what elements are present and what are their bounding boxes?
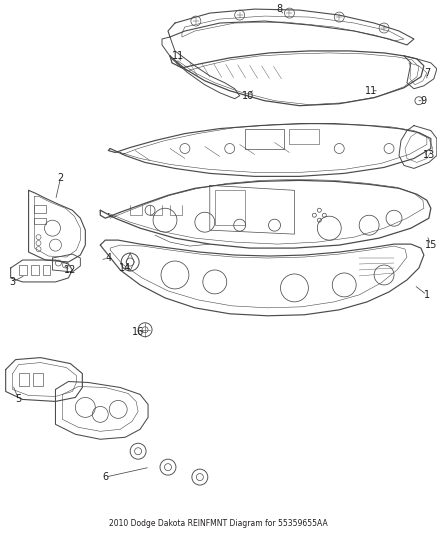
Text: 11: 11 xyxy=(172,51,184,61)
Bar xyxy=(34,218,46,224)
Text: 13: 13 xyxy=(423,150,435,160)
Bar xyxy=(42,265,50,275)
Bar xyxy=(215,190,245,225)
Bar xyxy=(34,205,46,213)
Text: 3: 3 xyxy=(10,277,16,287)
Bar xyxy=(290,128,319,143)
Text: 10: 10 xyxy=(241,91,254,101)
Text: 14: 14 xyxy=(119,263,131,273)
Bar xyxy=(19,373,28,386)
Text: 16: 16 xyxy=(132,327,144,337)
Bar xyxy=(31,265,39,275)
Text: 5: 5 xyxy=(15,394,22,405)
Text: 15: 15 xyxy=(425,240,437,250)
Text: 12: 12 xyxy=(64,265,77,275)
Text: 1: 1 xyxy=(424,290,430,300)
Text: 2: 2 xyxy=(57,173,64,183)
Text: 11: 11 xyxy=(365,86,377,96)
Text: 8: 8 xyxy=(276,4,283,14)
Text: 6: 6 xyxy=(102,472,108,482)
Text: 9: 9 xyxy=(421,96,427,106)
Bar xyxy=(245,128,285,149)
Bar xyxy=(32,373,42,386)
Text: 7: 7 xyxy=(424,68,430,78)
Text: 2010 Dodge Dakota REINFMNT Diagram for 55359655AA: 2010 Dodge Dakota REINFMNT Diagram for 5… xyxy=(110,519,328,528)
Text: 4: 4 xyxy=(105,253,111,263)
Bar xyxy=(19,265,27,275)
